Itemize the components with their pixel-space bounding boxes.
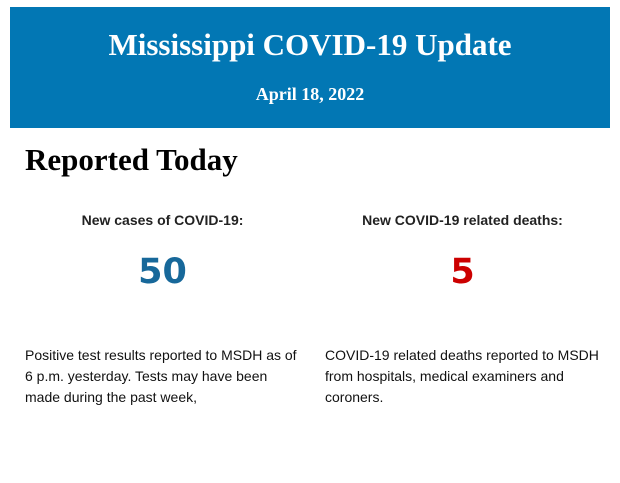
stat-label: New cases of COVID-19:: [81, 212, 244, 228]
stat-description: Positive test results reported to MSDH a…: [25, 347, 297, 405]
stat-value: 5: [450, 252, 475, 292]
stat-value: 50: [138, 252, 187, 292]
section-heading: Reported Today: [25, 142, 238, 177]
new-deaths-stat: New COVID-19 related deaths: 5 COVID-19 …: [325, 212, 600, 405]
update-date: April 18, 2022: [255, 84, 365, 104]
new-cases-stat: New cases of COVID-19: 50 Positive test …: [25, 212, 300, 405]
header-banner: Mississippi COVID-19 Update April 18, 20…: [10, 7, 610, 128]
stat-description: COVID-19 related deaths reported to MSDH…: [325, 347, 599, 405]
stat-label: New COVID-19 related deaths:: [362, 212, 563, 228]
page-title: Mississippi COVID-19 Update: [108, 27, 512, 62]
